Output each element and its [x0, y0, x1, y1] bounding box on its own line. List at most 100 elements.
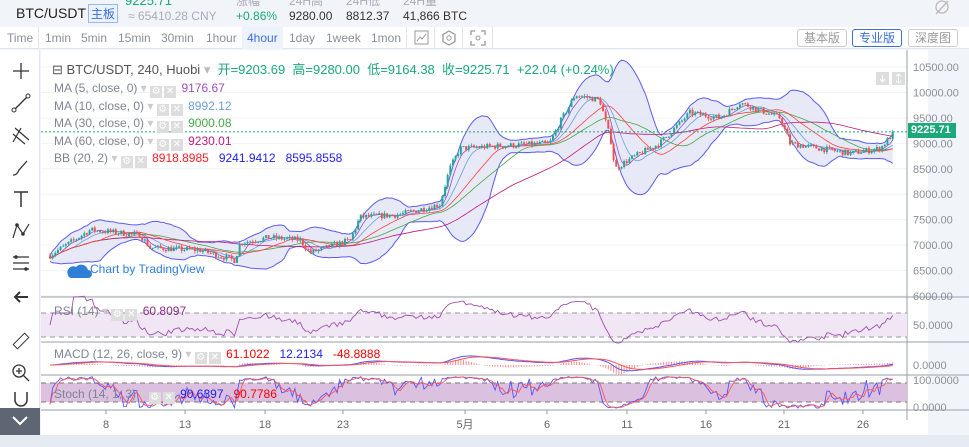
close-icon[interactable]: ✕ [208, 352, 221, 364]
gear-icon[interactable]: ⚙ [111, 309, 124, 321]
interval-5min[interactable]: 5min [81, 31, 108, 45]
view-pro-button[interactable]: 专业版 [852, 29, 903, 47]
candle [388, 214, 391, 219]
brush-icon[interactable] [10, 156, 32, 178]
indicators-icon[interactable] [414, 30, 430, 46]
candle [828, 144, 831, 149]
candle-body [509, 143, 512, 147]
chevron-down-icon[interactable]: ▾ [147, 116, 154, 130]
interval-time[interactable]: Time [7, 31, 34, 45]
interval-30min[interactable]: 30min [161, 31, 194, 45]
ruler-icon[interactable] [10, 330, 32, 352]
candle-body [488, 144, 491, 146]
candle [254, 239, 257, 244]
magnet-icon[interactable] [10, 388, 32, 410]
candle [886, 137, 889, 146]
paint-brush-icon[interactable] [933, 0, 951, 16]
x-tick-label: 18 [259, 419, 271, 431]
close-icon[interactable]: ✕ [162, 392, 175, 404]
candle-body [499, 143, 502, 147]
candle [146, 237, 149, 247]
indicator-label[interactable]: MACD (12, 26, close, 9) [54, 347, 183, 361]
close-icon[interactable]: ✕ [170, 103, 183, 116]
interval-1min[interactable]: 1min [45, 31, 72, 45]
chevron-down-icon[interactable]: ▾ [140, 81, 147, 95]
candle [815, 144, 818, 149]
interval-4hour[interactable]: 4hour [242, 27, 283, 49]
chevron-down-icon[interactable]: ▾ [185, 347, 192, 361]
candle-body [483, 145, 486, 149]
close-icon[interactable]: ✕ [134, 156, 147, 168]
collapse-toolbar-button[interactable] [0, 408, 40, 435]
indicator-label[interactable]: MA (30, close, 0) [54, 116, 145, 130]
pitchfork-icon[interactable] [10, 124, 32, 146]
gear-icon[interactable]: ⚙ [120, 156, 133, 168]
interval-1day[interactable]: 1day [289, 31, 316, 45]
close-icon[interactable]: ✕ [170, 138, 183, 151]
interval-15min[interactable]: 15min [118, 31, 151, 45]
crosshair-icon[interactable] [10, 60, 32, 82]
indicator-label[interactable]: RSI (14) [54, 304, 99, 318]
candle-body [533, 142, 536, 146]
candle [533, 141, 536, 147]
candle-body [99, 230, 102, 233]
settings-hexagon-icon[interactable] [441, 30, 457, 46]
view-basic-button[interactable]: 基本版 [797, 29, 848, 47]
gear-icon[interactable]: ⚙ [156, 103, 169, 116]
chevron-down-icon[interactable]: ▾ [203, 62, 211, 77]
candle-body [512, 143, 515, 148]
interval-1week[interactable]: 1week [326, 31, 361, 45]
symbol-label[interactable]: BTC/USDT, 240, Huobi [66, 62, 201, 77]
indicator-label[interactable]: BB (20, 2) [54, 151, 109, 165]
candle-body [473, 145, 476, 148]
board-badge[interactable]: 主板 [88, 4, 119, 23]
arrow-left-icon[interactable] [10, 286, 32, 308]
close-icon[interactable]: ✕ [125, 309, 138, 321]
chevron-down-icon[interactable]: ▾ [111, 151, 118, 165]
chevron-down-icon[interactable]: ▾ [102, 304, 109, 318]
candle-body [681, 120, 684, 122]
gear-icon[interactable]: ⚙ [194, 352, 207, 364]
gear-icon[interactable]: ⚙ [150, 86, 163, 98]
candle [275, 233, 278, 241]
candle-body [128, 232, 131, 237]
prediction-icon[interactable] [10, 252, 32, 274]
candle [712, 114, 715, 122]
tradingview-watermark[interactable]: Chart by TradingView [90, 262, 205, 276]
chevron-down-icon[interactable]: ▾ [147, 98, 154, 113]
candle [280, 235, 283, 241]
candle [346, 237, 349, 242]
candle [567, 106, 570, 115]
candle [868, 145, 871, 155]
close-icon[interactable]: ✕ [170, 121, 183, 133]
candle-body [462, 146, 465, 148]
indicator-label[interactable]: MA (10, close, 0) [54, 98, 145, 113]
close-icon[interactable]: ✕ [164, 86, 177, 98]
fullscreen-icon[interactable] [470, 30, 486, 46]
candle [412, 209, 415, 213]
chevron-down-icon[interactable]: ▾ [139, 387, 146, 401]
gear-icon[interactable]: ⚙ [156, 121, 169, 133]
candle [480, 143, 483, 149]
trend-line-icon[interactable] [10, 92, 32, 114]
candle-body [459, 146, 462, 155]
indicator-label[interactable]: MA (60, close, 0) [54, 133, 145, 148]
zoom-in-icon[interactable] [10, 362, 32, 384]
interval-1hour[interactable]: 1hour [206, 31, 237, 45]
pattern-icon[interactable] [10, 220, 32, 242]
candle [341, 240, 344, 247]
candle [796, 141, 799, 148]
interval-1mon[interactable]: 1mon [371, 31, 402, 45]
collapse-legend-icon[interactable]: ⊟ [52, 62, 63, 77]
indicator-label[interactable]: Stoch (14, 1, 3) [54, 387, 137, 401]
gear-icon[interactable]: ⚙ [156, 138, 169, 151]
candle [272, 233, 275, 241]
candle-body [380, 213, 383, 219]
candle-body [760, 107, 763, 109]
gear-icon[interactable]: ⚙ [148, 392, 161, 404]
indicator-label[interactable]: MA (5, close, 0) [54, 81, 138, 95]
chevron-down-icon[interactable]: ▾ [147, 133, 154, 148]
view-depth-button[interactable]: 深度图 [908, 29, 959, 47]
text-icon[interactable] [10, 188, 32, 210]
